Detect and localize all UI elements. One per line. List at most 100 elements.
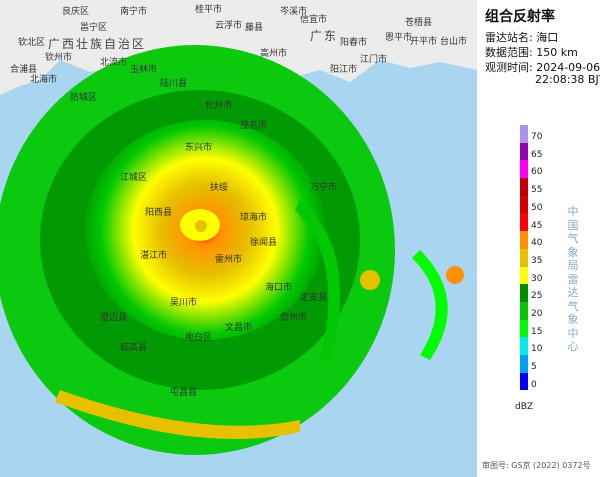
place-label: 北流市 (100, 56, 127, 68)
time-value: 22:08:38 BJT (535, 73, 600, 86)
place-label: 电白区 (185, 331, 212, 343)
legend-swatch (520, 248, 528, 267)
place-label: 恩平市 (385, 31, 412, 43)
place-label: 苍梧县 (405, 16, 432, 28)
place-label: 屯昌县 (170, 386, 197, 398)
place-label: 藤县 (245, 21, 263, 33)
rain-cell (446, 266, 464, 284)
legend-tick-label: 55 (531, 185, 543, 196)
info-panel: 组合反射率 雷达站名: 海口 数据范围: 150 km 观测时间: 2024-0… (477, 0, 600, 477)
place-label: 北海市 (30, 73, 57, 85)
color-legend (520, 125, 528, 391)
place-label: 钦州市 (45, 51, 72, 63)
legend-tick-label: 50 (531, 202, 543, 213)
legend-tick-label: 40 (531, 238, 543, 249)
place-label: 阳春市 (340, 36, 367, 48)
approval-number: 审图号: GS京 (2022) 0372号 (482, 461, 591, 470)
place-label: 临高县 (120, 341, 147, 353)
legend-swatch (520, 284, 528, 302)
agency-label: 中国气象局雷达气象中心 (567, 205, 579, 353)
legend-tick-label: 0 (531, 379, 537, 390)
legend-swatch (520, 178, 528, 196)
place-label: 云浮市 (215, 19, 242, 31)
place-label: 钦北区 (18, 36, 45, 48)
legend-swatch (520, 266, 528, 285)
legend-tick-label: 5 (531, 362, 537, 373)
land-north (0, 0, 477, 95)
place-label: 良庆区 (62, 5, 89, 17)
product-title: 组合反射率 (485, 9, 555, 25)
place-label: 澄迈县 (100, 311, 127, 323)
legend-swatch (520, 125, 528, 143)
place-label: 文昌市 (225, 321, 252, 333)
range-row: 数据范围: 150 km (485, 44, 578, 60)
legend-swatch (520, 231, 528, 249)
region-label: 广西壮族自治区 (48, 37, 146, 51)
rain-band-south (55, 390, 300, 439)
legend-tick-label: 70 (531, 132, 543, 142)
station-row: 雷达站名: 海口 (485, 29, 558, 45)
legend-swatch (520, 372, 528, 391)
place-label: 茂名市 (240, 119, 267, 131)
place-label: 桂平市 (195, 3, 222, 15)
place-label: 琼海市 (240, 211, 267, 223)
legend-swatch (520, 319, 528, 338)
legend-tick-label: 25 (531, 291, 543, 302)
place-label: 岑溪市 (280, 5, 307, 17)
legend-tick-label: 30 (531, 273, 543, 284)
legend-swatch (520, 301, 528, 320)
place-label: 海口市 (265, 281, 292, 293)
time-row: 观测时间: 2024-09-06 (485, 59, 600, 75)
place-label: 邕宁区 (80, 21, 107, 33)
legend-swatch (520, 142, 528, 161)
unit-label: dBZ (515, 402, 534, 412)
place-label: 东兴市 (185, 141, 212, 153)
radar-map: 广西壮族自治区 广东 南宁市 良庆区邕宁区 桂平市藤县 岑溪市苍梧县江门市 北流市 玉林市… (0, 0, 477, 477)
station-label: 雷达站名: (485, 31, 533, 44)
place-label: 雷州市 (215, 253, 242, 265)
place-label: 湛江市 (140, 249, 167, 261)
legend-swatch (520, 354, 528, 373)
legend-swatch (520, 195, 528, 214)
place-label: 江门市 (360, 53, 387, 65)
legend-tick-label: 45 (531, 220, 543, 231)
range-value: 150 km (536, 46, 578, 59)
station-value: 海口 (536, 31, 559, 44)
place-label: 徐闻县 (250, 236, 277, 248)
time-label: 观测时间: (485, 61, 533, 74)
rain-band-far-east (412, 250, 448, 360)
legend-tick-label: 65 (531, 149, 543, 160)
place-label: 信宜市 (300, 13, 327, 25)
legend-tick-label: 20 (531, 309, 543, 319)
legend-tick-label: 10 (531, 344, 543, 355)
place-label: 吴川市 (170, 296, 197, 308)
legend-swatch (520, 213, 528, 232)
legend-swatch (520, 337, 528, 355)
place-label: 南宁市 (120, 5, 147, 17)
place-label: 高州市 (260, 47, 287, 59)
place-label: 阳西县 (145, 207, 172, 218)
range-label: 数据范围: (485, 46, 533, 59)
place-label: 江城区 (120, 172, 147, 183)
place-label: 阳江市 (330, 63, 357, 75)
rain-band-east (295, 200, 340, 360)
rain-cell (360, 270, 380, 290)
legend-tick-label: 60 (531, 167, 543, 178)
echo-eye-center (195, 220, 207, 232)
place-label: 万宁市 (310, 181, 337, 193)
legend-swatch (520, 160, 528, 179)
place-label: 防城区 (70, 91, 97, 103)
date-value: 2024-09-06 (536, 61, 600, 74)
place-label: 儋州市 (280, 311, 307, 323)
place-label: 玉林市 (130, 63, 157, 75)
legend-tick-label: 35 (531, 255, 543, 266)
place-label: 扶绥 (210, 181, 228, 193)
legend-tick-label: 15 (531, 326, 543, 337)
place-label: 台山市 (440, 35, 467, 47)
place-label: 定安县 (300, 291, 327, 303)
place-label: 陆川县 (160, 77, 187, 89)
place-label: 开平市 (410, 35, 437, 47)
place-label: 化州市 (205, 99, 232, 111)
place-label: 合浦县 (10, 63, 37, 75)
province-label: 广东 (310, 29, 338, 43)
